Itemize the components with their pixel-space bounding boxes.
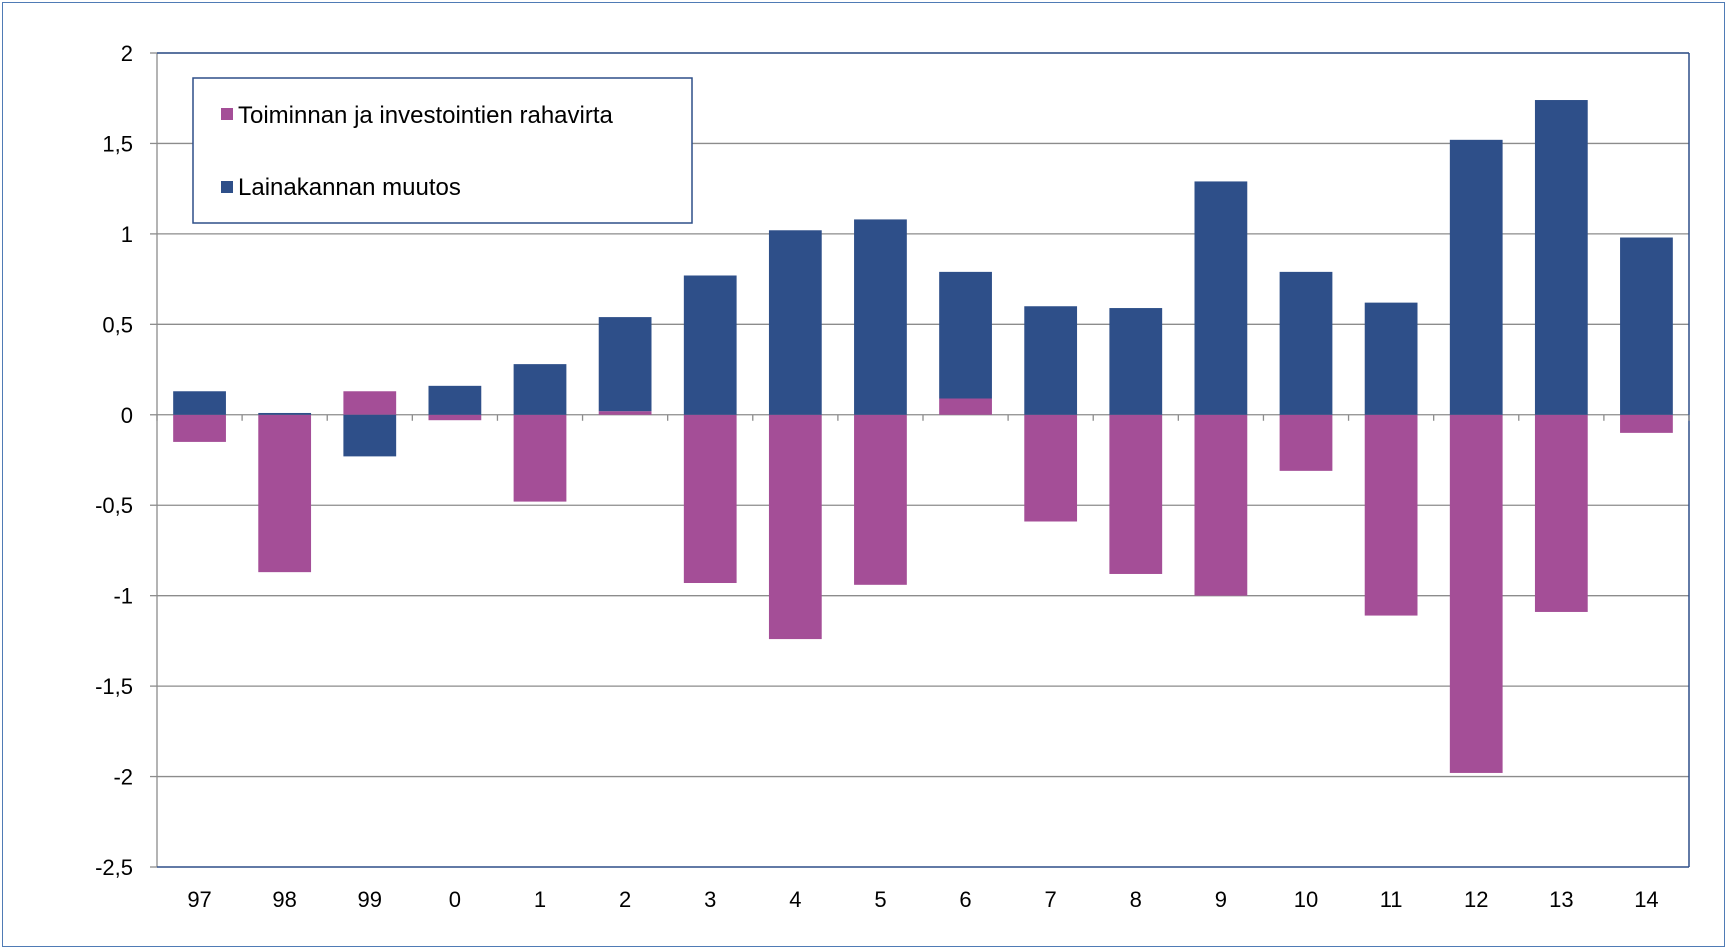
bar-cashflow-98 xyxy=(258,414,312,573)
x-tick-label: 14 xyxy=(1634,887,1658,912)
bar-loan-change-4 xyxy=(768,230,822,415)
bar-loan-change-9 xyxy=(1194,181,1248,415)
bar-cashflow-12 xyxy=(1449,414,1503,773)
y-tick-label: 2 xyxy=(121,41,133,66)
bar-loan-change-13 xyxy=(1534,100,1588,415)
y-tick-label: -1,5 xyxy=(95,674,133,699)
bar-loan-change-98 xyxy=(258,412,312,415)
x-tick-label: 0 xyxy=(449,887,461,912)
y-tick-label: -0,5 xyxy=(95,493,133,518)
bar-cashflow-10 xyxy=(1279,414,1333,471)
bar-loan-change-6 xyxy=(939,271,992,399)
y-tick-label: -1 xyxy=(113,584,133,609)
bar-cashflow-2 xyxy=(598,411,652,415)
x-tick-label: 5 xyxy=(874,887,886,912)
bar-loan-change-1 xyxy=(513,364,567,415)
bar-loan-change-11 xyxy=(1364,302,1418,415)
x-tick-label: 12 xyxy=(1464,887,1488,912)
x-tick-label: 6 xyxy=(959,887,971,912)
y-axis-labels: 2 1,5 1 0,5 0 -0,5 -1 -1,5 -2 -2,5 xyxy=(95,41,133,880)
bar-cashflow-0 xyxy=(428,414,482,421)
bar-loan-change-0 xyxy=(428,385,482,415)
bar-loan-change-8 xyxy=(1109,308,1163,415)
x-tick-label: 4 xyxy=(789,887,801,912)
x-tick-label: 10 xyxy=(1294,887,1318,912)
bar-cashflow-14 xyxy=(1620,414,1673,433)
bar-loan-change-97 xyxy=(173,391,226,415)
x-tick-label: 1 xyxy=(534,887,546,912)
x-tick-label: 99 xyxy=(358,887,382,912)
x-tick-label: 7 xyxy=(1045,887,1057,912)
y-tick-label: -2 xyxy=(113,765,133,790)
y-tick-label: -2,5 xyxy=(95,855,133,880)
bar-cashflow-13 xyxy=(1534,414,1588,612)
bar-loan-change-12 xyxy=(1449,139,1503,415)
legend: Toiminnan ja investointien rahavirta Lai… xyxy=(192,77,693,224)
bar-cashflow-97 xyxy=(173,414,226,442)
bar-cashflow-99 xyxy=(343,391,397,415)
x-tick-label: 2 xyxy=(619,887,631,912)
y-tick-label: 1,5 xyxy=(102,131,133,156)
legend-swatch-loan-change xyxy=(221,181,233,193)
bar-loan-change-5 xyxy=(854,219,907,415)
bar-cashflow-7 xyxy=(1024,414,1078,522)
x-tick-label: 3 xyxy=(704,887,716,912)
bar-cashflow-9 xyxy=(1194,414,1248,596)
axes xyxy=(150,52,1690,868)
x-tick-label: 97 xyxy=(187,887,211,912)
bar-loan-change-2 xyxy=(598,317,652,412)
legend-label-cashflow: Toiminnan ja investointien rahavirta xyxy=(238,102,614,129)
legend-box xyxy=(192,77,693,224)
bar-loan-change-99 xyxy=(343,414,397,457)
bar-loan-change-14 xyxy=(1620,237,1673,415)
bar-cashflow-1 xyxy=(513,414,567,502)
x-tick-label: 98 xyxy=(272,887,296,912)
bars xyxy=(173,100,1673,773)
y-tick-label: 0,5 xyxy=(102,312,133,337)
bar-cashflow-8 xyxy=(1109,414,1163,574)
bar-loan-change-3 xyxy=(683,275,737,415)
x-tick-label: 13 xyxy=(1549,887,1573,912)
x-axis-labels: 97 98 99 0 1 2 3 4 5 6 7 8 9 10 11 12 13 14 xyxy=(187,887,1658,912)
y-tick-label: 0 xyxy=(121,403,133,428)
bar-cashflow-3 xyxy=(683,414,737,584)
y-tick-label: 1 xyxy=(121,222,133,247)
bar-loan-change-10 xyxy=(1279,271,1333,415)
bar-cashflow-5 xyxy=(854,414,907,585)
legend-label-loan-change: Lainakannan muutos xyxy=(238,174,461,201)
x-tick-label: 9 xyxy=(1215,887,1227,912)
bar-cashflow-6 xyxy=(939,398,992,415)
bar-loan-change-7 xyxy=(1024,306,1078,415)
bar-cashflow-11 xyxy=(1364,414,1418,616)
x-tick-label: 8 xyxy=(1130,887,1142,912)
bar-cashflow-4 xyxy=(768,414,822,640)
x-tick-label: 11 xyxy=(1380,887,1403,912)
legend-swatch-cashflow xyxy=(221,108,233,120)
